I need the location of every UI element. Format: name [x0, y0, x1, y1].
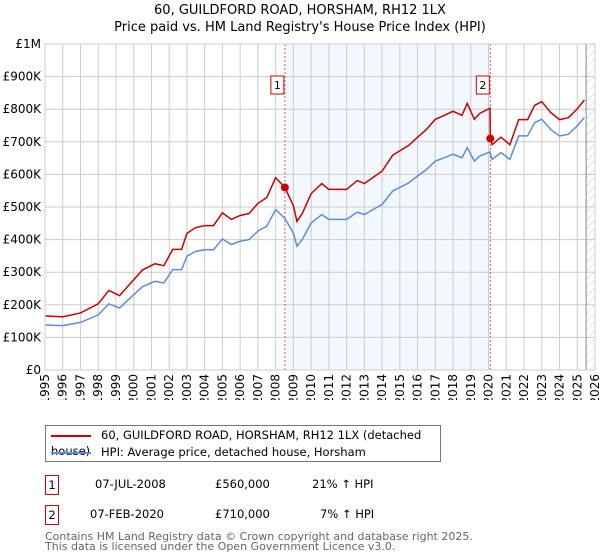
transaction-hpi: 21% ↑ HPI	[312, 477, 374, 491]
sale-badge-label: 1	[274, 79, 281, 92]
x-tick-label: 2008	[269, 374, 283, 400]
x-tick-label: 2015	[393, 374, 407, 400]
x-tick-label: 2026	[588, 374, 600, 400]
marker-badge: 1	[45, 475, 59, 495]
x-tick-label: 2006	[233, 374, 247, 400]
y-tick-label: £300K	[3, 265, 43, 279]
y-tick-label: £500K	[3, 200, 43, 214]
x-tick-label: 2013	[357, 374, 371, 400]
x-tick-label: 2021	[499, 374, 513, 400]
x-tick-label: 1997	[73, 374, 87, 400]
x-tick-label: 1999	[109, 374, 123, 400]
x-tick-label: 2016	[411, 374, 425, 400]
legend: 60, GUILDFORD ROAD, HORSHAM, RH12 1LX (d…	[45, 425, 441, 462]
x-tick-label: 2020	[482, 374, 496, 400]
x-tick-label: 1995	[38, 374, 52, 400]
transaction-hpi: 7% ↑ HPI	[320, 507, 375, 521]
x-tick-label: 2024	[553, 374, 567, 400]
y-tick-label: £200K	[3, 298, 43, 312]
transaction-price: £560,000	[215, 477, 270, 491]
footer-copyright: Contains HM Land Registry data © Crown c…	[45, 530, 473, 543]
y-tick-label: £700K	[3, 135, 43, 149]
series-line	[44, 117, 585, 327]
x-tick-label: 2022	[517, 374, 531, 400]
x-tick-label: 2023	[535, 374, 549, 400]
x-tick-label: 2019	[464, 374, 478, 400]
marker-badge: 2	[45, 505, 59, 525]
x-tick-label: 2002	[162, 374, 176, 400]
legend-item-hpi: HPI: Average price, detached house, Hors…	[51, 444, 366, 460]
series-line	[44, 99, 585, 318]
x-tick-label: 2018	[446, 374, 460, 400]
legend-swatch-blue	[51, 451, 91, 454]
x-tick-label: 2009	[286, 374, 300, 400]
x-tick-label: 2001	[144, 374, 158, 400]
x-tick-label: 2004	[198, 374, 212, 400]
chart-subtitle: Price paid vs. HM Land Registry's House …	[114, 20, 486, 35]
footer-licence: This data is licensed under the Open Gov…	[45, 540, 396, 553]
sale-point	[280, 183, 289, 192]
x-tick-label: 2010	[304, 374, 318, 400]
x-tick-label: 2017	[428, 374, 442, 400]
x-tick-label: 1998	[91, 374, 105, 400]
y-tick-label: £0	[26, 363, 41, 377]
line-chart: 1995 1996 1997 1998 1999 2000 2001 2002 2003 2004…	[3, 37, 600, 400]
y-tick-label: £400K	[3, 233, 43, 247]
sale-badge-box	[270, 75, 285, 95]
chart-title: 60, GUILDFORD ROAD, HORSHAM, RH12 1LX	[154, 3, 446, 18]
x-tick-label: 2025	[570, 374, 584, 400]
plot-border	[44, 43, 596, 371]
legend-label: HPI: Average price, detached house, Hors…	[101, 445, 366, 459]
y-tick-label: £1M	[15, 37, 41, 51]
legend-swatch-red	[51, 434, 91, 437]
sale-badge-box	[475, 75, 490, 95]
x-tick-label: 1996	[56, 374, 70, 400]
y-tick-label: £600K	[3, 167, 43, 181]
transaction-row: 2 07-FEB-2020 £710,000 7% ↑ HPI	[45, 505, 445, 525]
x-tick-label: 2003	[180, 374, 194, 400]
x-tick-label: 2005	[215, 374, 229, 400]
y-tick-label: £800K	[3, 102, 43, 116]
transaction-date: 07-FEB-2020	[90, 507, 164, 521]
legend-label: 60, GUILDFORD ROAD, HORSHAM, RH12 1LX (d…	[51, 428, 422, 458]
y-tick-label: £900K	[3, 70, 43, 84]
x-tick-label: 2000	[127, 374, 141, 400]
x-tick-label: 2014	[375, 374, 389, 400]
x-tick-label: 2012	[340, 374, 354, 400]
sale-badge-label: 2	[479, 79, 486, 92]
sale-point	[486, 134, 495, 143]
transaction-row: 1 07-JUL-2008 £560,000 21% ↑ HPI	[45, 475, 445, 495]
transaction-date: 07-JUL-2008	[95, 477, 166, 491]
transaction-price: £710,000	[215, 507, 270, 521]
x-tick-label: 2011	[322, 374, 336, 400]
legend-item-property: 60, GUILDFORD ROAD, HORSHAM, RH12 1LX (d…	[51, 427, 440, 458]
x-tick-label: 2007	[251, 374, 265, 400]
y-tick-label: £100K	[3, 330, 43, 344]
